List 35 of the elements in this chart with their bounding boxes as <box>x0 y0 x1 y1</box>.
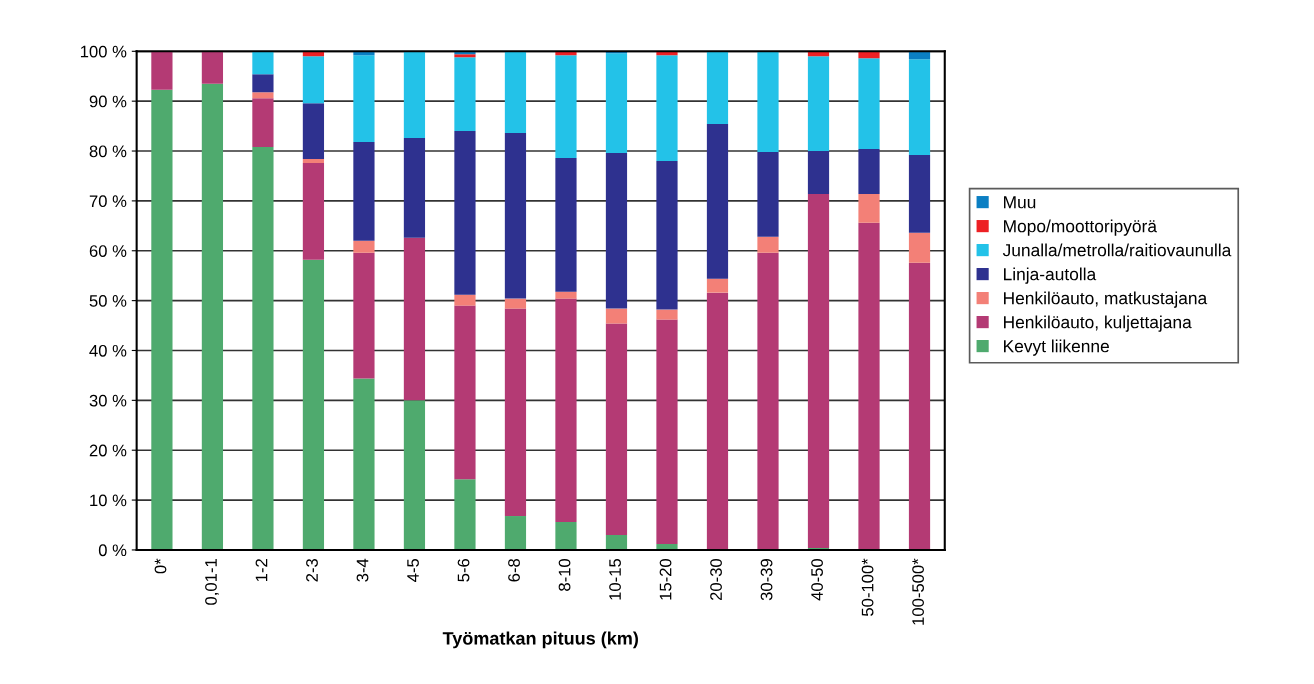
x-tick-label: 0* <box>154 558 167 574</box>
x-tick-label: 0,01-1 <box>205 559 219 605</box>
y-tick-label: 0 % <box>98 544 127 557</box>
y-tick-label: 90 % <box>89 95 127 108</box>
legend-label: Linja-autolla <box>1004 267 1097 284</box>
y-tick-label: 70 % <box>89 195 127 208</box>
x-tick-label: 3-4 <box>356 558 369 582</box>
y-tick-label: 40 % <box>89 344 127 357</box>
x-tick-label: 4-5 <box>407 558 419 582</box>
x-tick-label: 1-2 <box>255 559 268 582</box>
x-tick-label: 6-8 <box>508 558 520 582</box>
y-tick-label: 60 % <box>89 245 127 257</box>
y-tick-label: 20 % <box>89 444 127 457</box>
x-tick-label: 50-100* <box>861 558 874 616</box>
x-tick-label: 2-3 <box>306 559 318 582</box>
legend-label: Junalla/metrolla/raitiovaunulla <box>1002 243 1232 257</box>
x-tick-label: 100-500* <box>912 558 924 625</box>
legend-label: Henkilöauto, kuljettajana <box>1004 315 1192 332</box>
x-tick-label: 30-39 <box>760 559 773 601</box>
y-tick-label: 80 % <box>89 145 127 158</box>
x-tick-label: 10-15 <box>609 558 621 600</box>
x-tick-label: 8-10 <box>558 558 571 591</box>
legend-label: Muu <box>1004 196 1036 209</box>
x-tick-label: 40-50 <box>811 558 823 601</box>
y-tick-label: 10 % <box>90 494 127 507</box>
y-tick-label: 30 % <box>89 394 127 407</box>
x-tick-label: 15-20 <box>659 558 672 600</box>
y-tick-label: 100 % <box>80 45 127 58</box>
x-axis-title: Työmatkan pituus (km) <box>442 631 638 649</box>
legend-label: Henkilöauto, matkustajana <box>1004 291 1208 308</box>
x-tick-label: 20-30 <box>710 558 722 601</box>
legend-label: Kevyt liikenne <box>1004 339 1109 356</box>
x-tick-label: 5-6 <box>457 559 470 582</box>
y-tick-label: 50 % <box>89 295 127 307</box>
legend-label: Mopo/moottoripyörä <box>1004 219 1157 236</box>
